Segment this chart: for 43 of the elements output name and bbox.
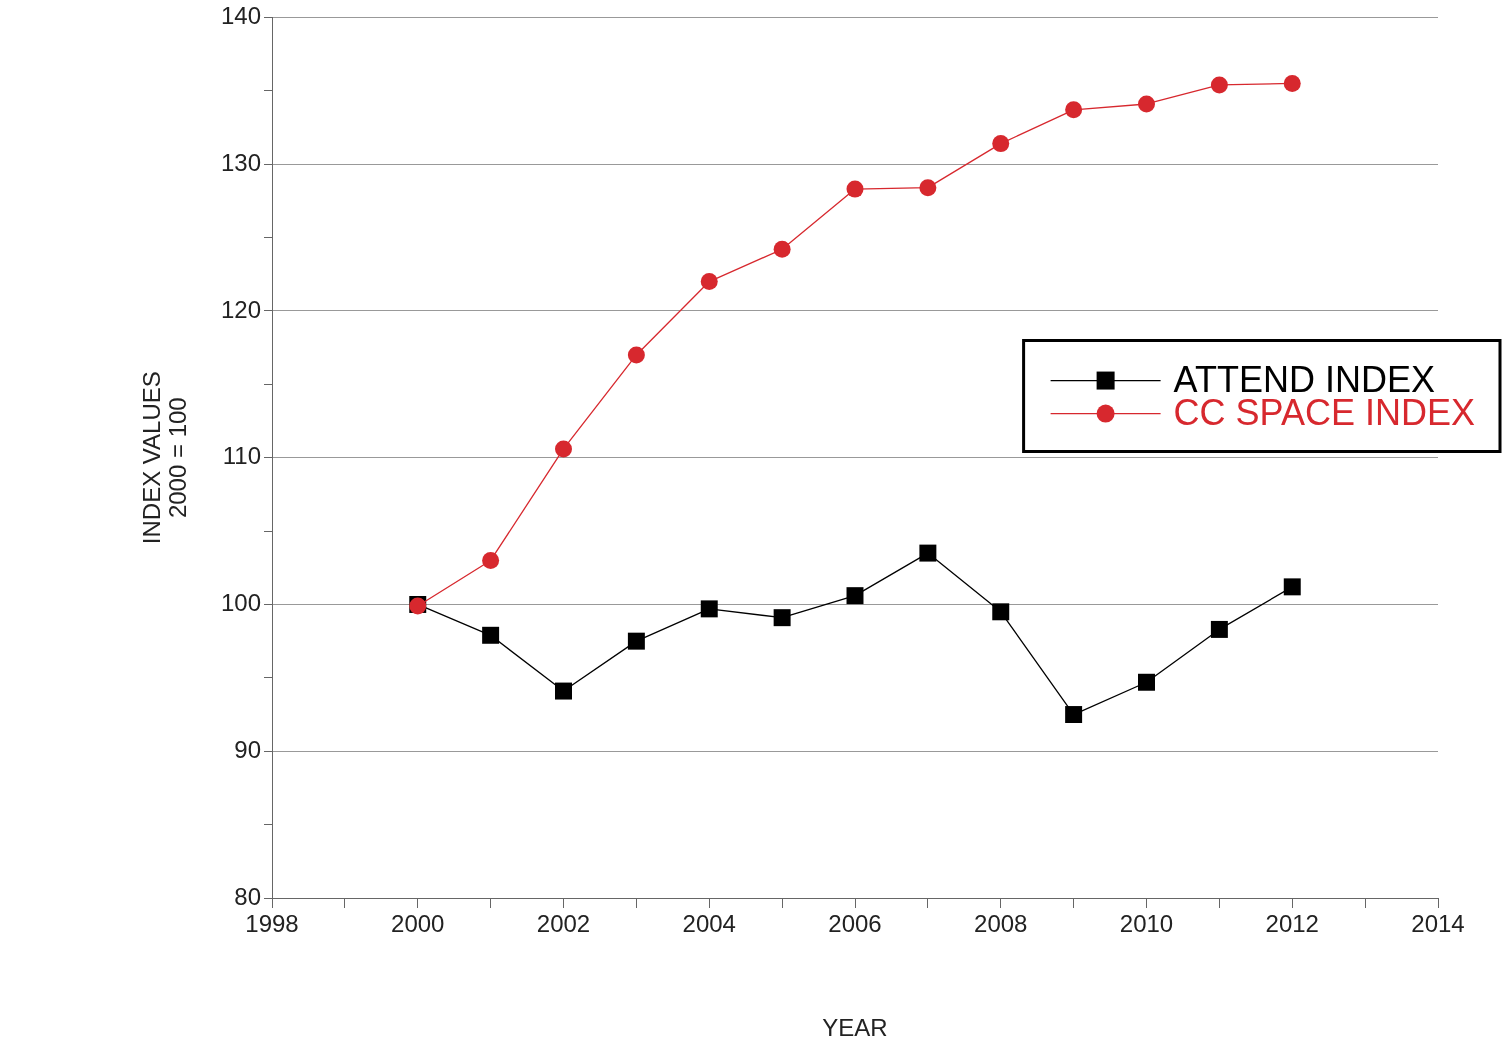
point bbox=[700, 273, 718, 291]
y-tick-label: 120 bbox=[220, 295, 261, 323]
point bbox=[846, 180, 864, 198]
x-axis-title: YEAR bbox=[822, 1014, 888, 1042]
x-tick-label: 1998 bbox=[245, 910, 299, 938]
x-tick-label: 2012 bbox=[1265, 910, 1319, 938]
x-tick-label: 2004 bbox=[682, 910, 736, 938]
x-tick-label: 2014 bbox=[1411, 910, 1465, 938]
point bbox=[1283, 74, 1301, 92]
point bbox=[919, 544, 937, 562]
point bbox=[555, 440, 572, 458]
y-tick-label: 100 bbox=[220, 589, 261, 617]
x-tick-label: 2008 bbox=[974, 910, 1028, 938]
y-tick-label: 130 bbox=[220, 148, 261, 176]
point bbox=[482, 551, 500, 569]
y-tick-label: 90 bbox=[234, 735, 261, 763]
point bbox=[919, 179, 937, 197]
point bbox=[1065, 706, 1083, 724]
point bbox=[773, 609, 791, 627]
point bbox=[627, 346, 645, 364]
point bbox=[992, 135, 1010, 153]
point bbox=[555, 682, 572, 700]
point bbox=[1138, 95, 1155, 113]
point bbox=[1210, 76, 1228, 94]
y-tick-label: 80 bbox=[234, 882, 261, 910]
point bbox=[627, 632, 645, 650]
legend-label: CC SPACE INDEX bbox=[1173, 392, 1476, 434]
point bbox=[1138, 673, 1155, 691]
point bbox=[700, 600, 718, 618]
y-tick-label: 140 bbox=[220, 2, 261, 30]
point bbox=[482, 626, 500, 644]
point bbox=[846, 587, 864, 605]
x-tick-label: 2010 bbox=[1119, 910, 1174, 938]
y-axis-title: INDEX VALUES 2000 = 100 bbox=[137, 371, 192, 545]
point bbox=[1283, 578, 1301, 596]
y-tick-label: 110 bbox=[222, 442, 261, 470]
x-tick-label: 2000 bbox=[391, 910, 445, 938]
point bbox=[1065, 101, 1083, 119]
x-tick-label: 2006 bbox=[828, 910, 882, 938]
point bbox=[992, 603, 1010, 621]
point bbox=[1210, 620, 1228, 638]
point bbox=[773, 240, 791, 258]
x-tick-label: 2002 bbox=[536, 910, 591, 938]
